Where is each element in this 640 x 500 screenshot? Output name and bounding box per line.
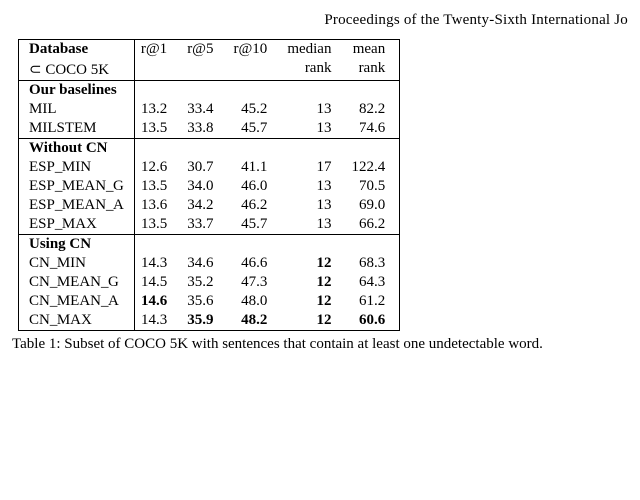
section-title: Our baselines [19,81,135,101]
cell-empty [134,235,181,255]
row-name: CN_MEAN_A [19,292,135,311]
cell-r1: 13.5 [134,215,181,235]
cell-mean: 70.5 [345,177,399,196]
cell-median: 13 [281,177,345,196]
cell-empty [134,81,181,101]
cell-median: 13 [281,119,345,139]
cell-r1: 14.3 [134,311,181,331]
page-header-fragment: Proceedings of the Twenty-Sixth Internat… [12,12,628,29]
cell-median: 13 [281,100,345,119]
cell-r1: 13.2 [134,100,181,119]
cell-mean: 68.3 [345,254,399,273]
cell-r1: 14.3 [134,254,181,273]
col-r5-sub [181,59,227,81]
col-r10: r@10 [228,40,282,60]
cell-empty [228,139,282,159]
cell-r5: 35.2 [181,273,227,292]
cell-r1: 14.6 [134,292,181,311]
col-r10-sub [228,59,282,81]
cell-median: 12 [281,273,345,292]
cell-r5: 34.6 [181,254,227,273]
cell-r10: 46.0 [228,177,282,196]
cell-median: 13 [281,215,345,235]
cell-empty [345,81,399,101]
cell-r10: 48.0 [228,292,282,311]
cell-empty [181,139,227,159]
cell-r10: 47.3 [228,273,282,292]
cell-r5: 33.8 [181,119,227,139]
col-database-sub: ⊂ COCO 5K [19,59,135,81]
row-name: ESP_MAX [19,215,135,235]
cell-r10: 45.7 [228,215,282,235]
row-name: ESP_MEAN_G [19,177,135,196]
cell-r10: 45.7 [228,119,282,139]
row-name: ESP_MIN [19,158,135,177]
cell-empty [345,139,399,159]
cell-r10: 46.2 [228,196,282,215]
col-median-sub: rank [281,59,345,81]
col-r5: r@5 [181,40,227,60]
section-title: Using CN [19,235,135,255]
row-name: CN_MEAN_G [19,273,135,292]
cell-r1: 13.5 [134,177,181,196]
cell-mean: 82.2 [345,100,399,119]
row-name: CN_MIN [19,254,135,273]
cell-r10: 48.2 [228,311,282,331]
cell-r5: 35.6 [181,292,227,311]
cell-empty [281,235,345,255]
cell-empty [281,139,345,159]
col-mean-sub: rank [345,59,399,81]
cell-median: 13 [281,196,345,215]
cell-r1: 12.6 [134,158,181,177]
cell-median: 12 [281,292,345,311]
cell-empty [181,235,227,255]
col-median: median [281,40,345,60]
cell-empty [228,235,282,255]
row-name: ESP_MEAN_A [19,196,135,215]
row-name: MILSTEM [19,119,135,139]
row-name: CN_MAX [19,311,135,331]
col-mean: mean [345,40,399,60]
col-r1: r@1 [134,40,181,60]
cell-empty [228,81,282,101]
table-caption: Table 1: Subset of COCO 5K with sentence… [12,335,628,354]
cell-r1: 13.5 [134,119,181,139]
cell-mean: 61.2 [345,292,399,311]
row-name: MIL [19,100,135,119]
cell-empty [181,81,227,101]
cell-r10: 41.1 [228,158,282,177]
cell-r5: 33.4 [181,100,227,119]
cell-r10: 46.6 [228,254,282,273]
cell-r5: 33.7 [181,215,227,235]
cell-empty [345,235,399,255]
cell-r5: 34.0 [181,177,227,196]
cell-mean: 66.2 [345,215,399,235]
col-database-text: Database [29,41,88,57]
cell-mean: 74.6 [345,119,399,139]
cell-mean: 64.3 [345,273,399,292]
cell-r5: 34.2 [181,196,227,215]
cell-r1: 13.6 [134,196,181,215]
section-title: Without CN [19,139,135,159]
cell-empty [134,139,181,159]
col-r1-sub [134,59,181,81]
cell-median: 17 [281,158,345,177]
cell-r10: 45.2 [228,100,282,119]
cell-r5: 30.7 [181,158,227,177]
cell-r1: 14.5 [134,273,181,292]
cell-mean: 69.0 [345,196,399,215]
cell-mean: 60.6 [345,311,399,331]
col-database-label: Database [19,40,135,60]
cell-empty [281,81,345,101]
cell-mean: 122.4 [345,158,399,177]
cell-median: 12 [281,311,345,331]
results-table: Database r@1 r@5 r@10 median mean ⊂ COCO… [18,39,400,331]
cell-median: 12 [281,254,345,273]
cell-r5: 35.9 [181,311,227,331]
